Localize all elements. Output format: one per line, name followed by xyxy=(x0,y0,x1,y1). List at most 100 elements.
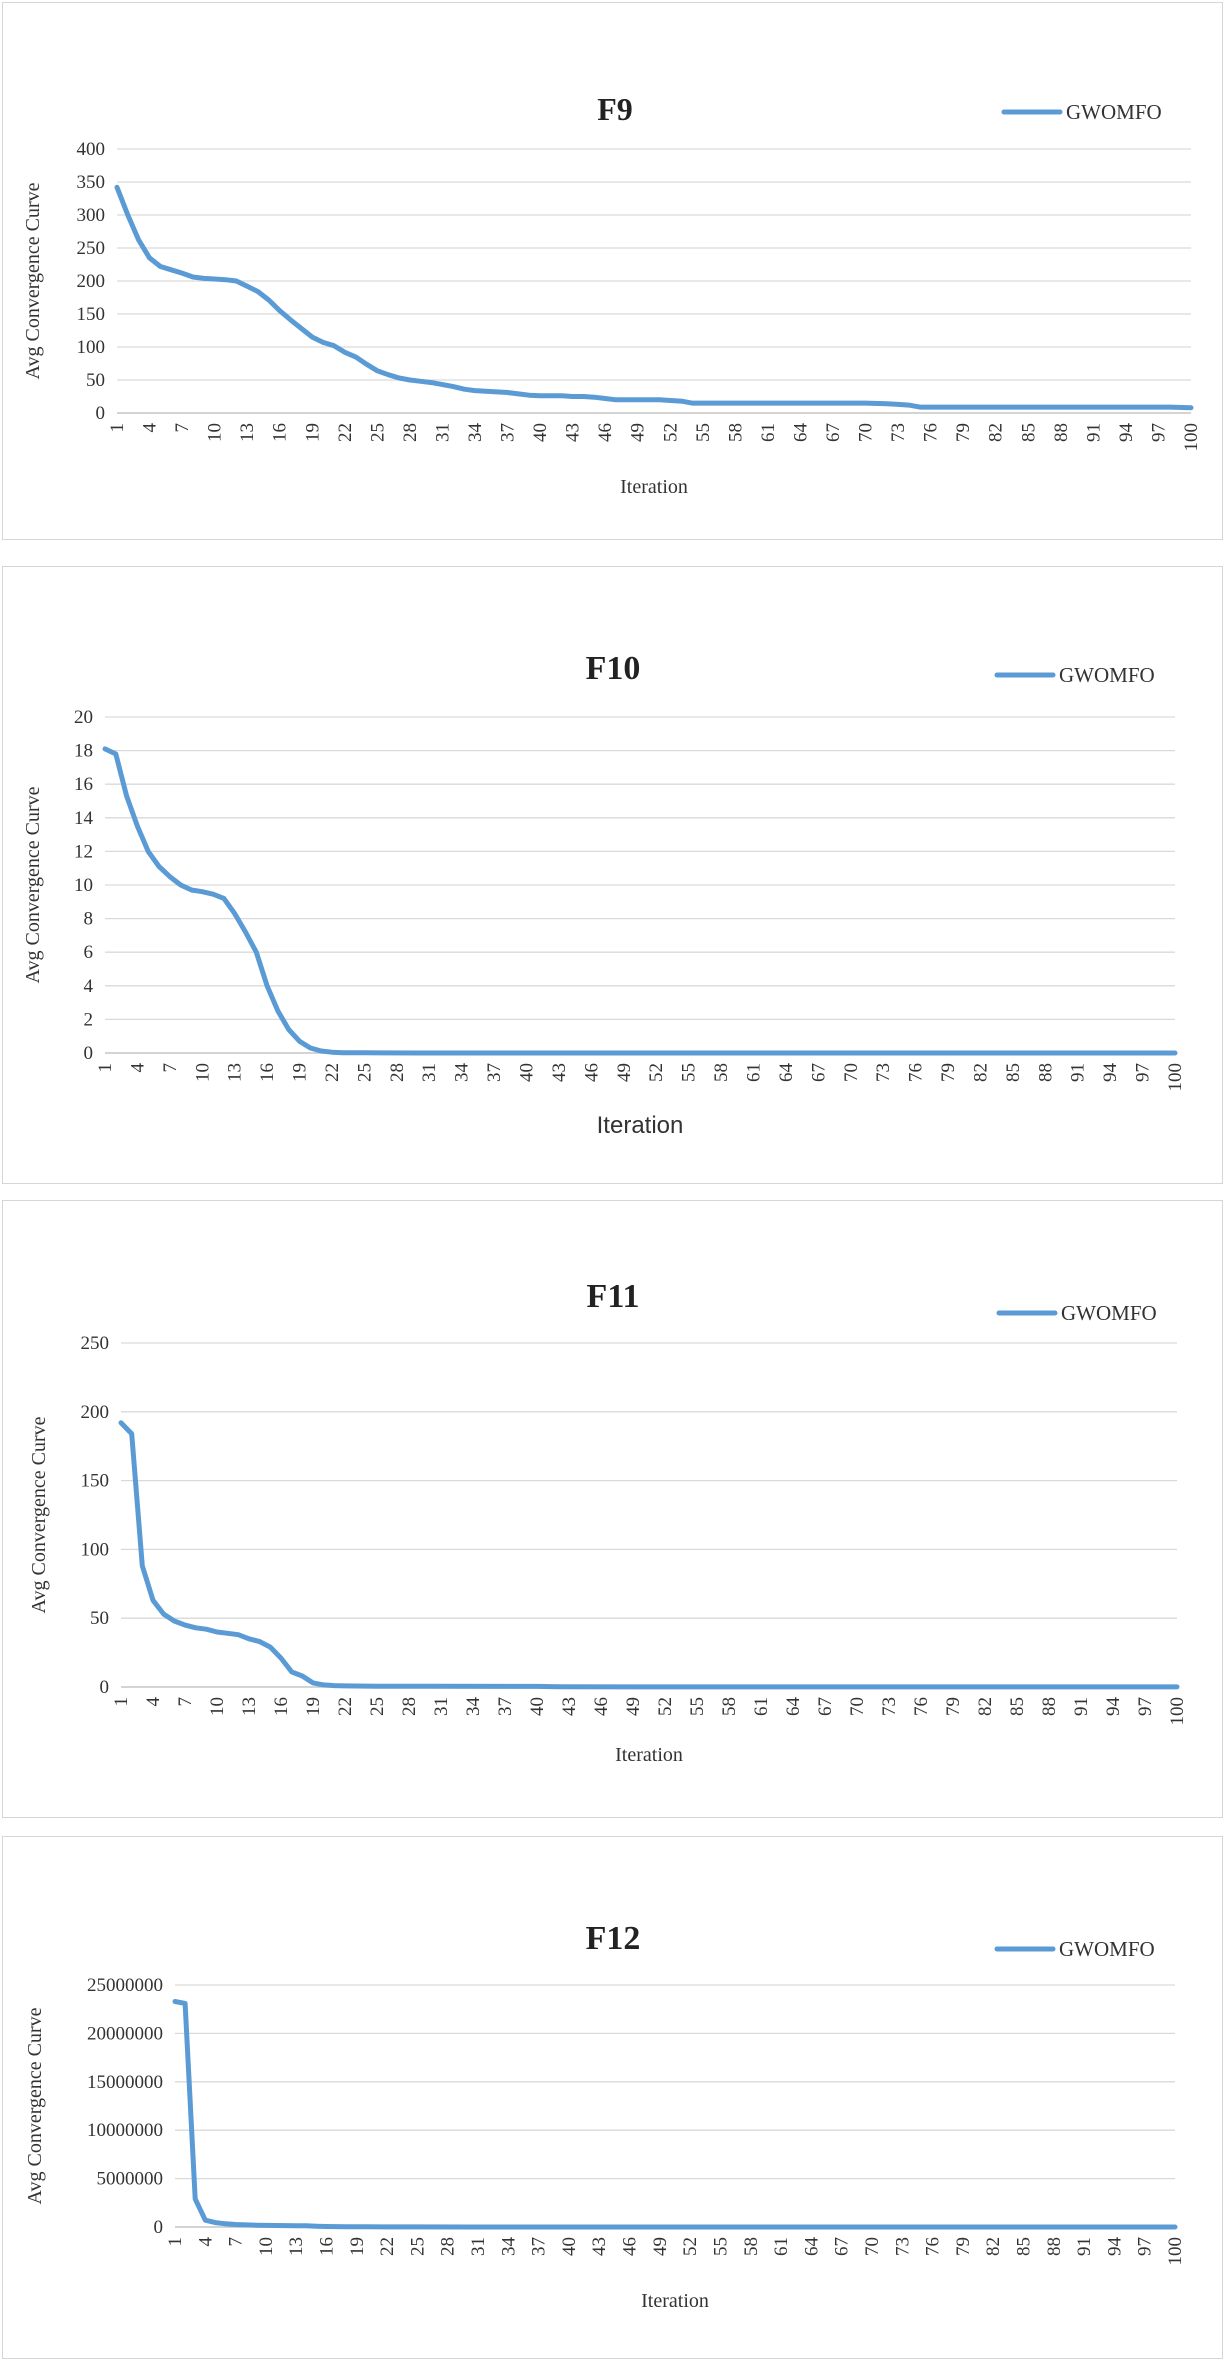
f10-x-tick-label: 67 xyxy=(808,1063,829,1082)
f12-x-tick-label: 97 xyxy=(1135,2237,1156,2256)
f12-x-tick-label: 94 xyxy=(1104,2237,1125,2257)
f11-x-axis-label: Iteration xyxy=(615,1744,683,1766)
f12-x-tick-label: 58 xyxy=(741,2237,762,2256)
f11-x-tick-label: 91 xyxy=(1071,1697,1092,1716)
f12-x-tick-label: 13 xyxy=(286,2237,307,2256)
f11-y-tick-label: 0 xyxy=(100,1677,110,1698)
f11-x-tick-label: 88 xyxy=(1039,1697,1060,1716)
f9-x-tick-label: 82 xyxy=(986,423,1007,442)
f10-x-tick-label: 10 xyxy=(192,1063,213,1082)
f9-x-tick-label: 34 xyxy=(465,423,486,443)
f10-y-tick-label: 4 xyxy=(84,976,94,997)
f9-x-tick-label: 13 xyxy=(237,423,258,442)
f9-y-axis-label: Avg Convergence Curve xyxy=(22,182,44,379)
f12-y-tick-label: 10000000 xyxy=(87,2120,163,2141)
f9-x-tick-label: 61 xyxy=(758,423,779,442)
f12-x-tick-label: 52 xyxy=(680,2237,701,2256)
f11-chart-title: F11 xyxy=(587,1278,640,1315)
f9-x-tick-label: 67 xyxy=(823,423,844,442)
f9-x-tick-label: 19 xyxy=(302,423,323,442)
f10-x-tick-label: 40 xyxy=(517,1063,538,1082)
f11-legend-label: GWOMFO xyxy=(1061,1301,1157,1325)
f10-x-tick-label: 1 xyxy=(95,1063,116,1073)
f12-x-tick-label: 64 xyxy=(801,2237,822,2257)
f12-x-tick-label: 37 xyxy=(529,2237,550,2256)
f10-x-tick-label: 25 xyxy=(354,1063,375,1082)
f10-y-tick-label: 12 xyxy=(74,841,93,862)
f12-chart-title: F12 xyxy=(586,1920,641,1957)
f10-x-tick-label: 61 xyxy=(743,1063,764,1082)
f10-x-tick-label: 49 xyxy=(614,1063,635,1082)
f9-x-tick-label: 10 xyxy=(205,423,226,442)
f11-x-tick-label: 46 xyxy=(591,1697,612,1716)
f9-x-tick-label: 79 xyxy=(953,423,974,442)
f12-x-tick-label: 91 xyxy=(1074,2237,1095,2256)
f10-y-tick-label: 0 xyxy=(84,1043,94,1064)
f10-x-tick-label: 13 xyxy=(225,1063,246,1082)
f11-x-tick-label: 79 xyxy=(943,1697,964,1716)
f9-x-tick-label: 88 xyxy=(1051,423,1072,442)
f9-x-axis-label: Iteration xyxy=(620,476,688,498)
f12-x-tick-label: 7 xyxy=(226,2237,247,2247)
f10-x-tick-label: 55 xyxy=(679,1063,700,1082)
chart-panel-f10: 0 2 4 6 8 10 12 14 16 18 20 1 4 7 10 13 16 19 22 25 28 31 34 37… xyxy=(2,566,1223,1184)
f9-chart-title: F9 xyxy=(597,91,633,127)
f12-y-tick-label: 20000000 xyxy=(87,2023,163,2044)
f10-x-tick-label: 91 xyxy=(1068,1063,1089,1082)
f12-x-tick-label: 43 xyxy=(589,2237,610,2256)
f11-x-tick-label: 1 xyxy=(111,1697,132,1707)
f10-x-axis-label: Iteration xyxy=(597,1112,684,1139)
f9-x-tick-label: 58 xyxy=(725,423,746,442)
f12-x-tick-label: 1 xyxy=(165,2237,186,2247)
f9-x-tick-label: 73 xyxy=(888,423,909,442)
f9-x-tick-label: 64 xyxy=(790,423,811,443)
chart-f11: 0 50 100 150 200 250 1 4 7 10 13 16 19 22 25 28 31 34 37 40… xyxy=(28,1278,1188,1766)
f10-y-axis-label: Avg Convergence Curve xyxy=(22,786,44,983)
f10-x-tick-label: 7 xyxy=(160,1063,181,1073)
f11-x-tick-label: 52 xyxy=(655,1697,676,1716)
f10-x-tick-label: 16 xyxy=(257,1063,278,1082)
f12-x-tick-label: 67 xyxy=(832,2237,853,2256)
f9-x-tick-label: 1 xyxy=(107,423,128,433)
f10-x-tick-label: 76 xyxy=(906,1063,927,1082)
f9-x-tick-label: 70 xyxy=(856,423,877,442)
f10-x-tick-label: 64 xyxy=(776,1063,797,1083)
f10-legend-label: GWOMFO xyxy=(1059,663,1155,687)
f11-y-axis-label: Avg Convergence Curve xyxy=(28,1416,50,1613)
f9-y-tick-label: 300 xyxy=(77,205,106,226)
f9-y-tick-label: 100 xyxy=(77,337,106,358)
f11-x-tick-label: 43 xyxy=(559,1697,580,1716)
f9-x-tick-label: 28 xyxy=(400,423,421,442)
f12-x-tick-label: 70 xyxy=(862,2237,883,2256)
f10-x-tick-label: 43 xyxy=(549,1063,570,1082)
f11-x-tick-label: 97 xyxy=(1135,1697,1156,1716)
f9-x-tick-label: 94 xyxy=(1116,423,1137,443)
f11-x-tick-label: 82 xyxy=(975,1697,996,1716)
f9-x-tick-label: 91 xyxy=(1083,423,1104,442)
f12-series-line-gwomfo xyxy=(172,1999,1178,2230)
f9-y-tick-label: 400 xyxy=(77,139,106,160)
f11-y-tick-label: 100 xyxy=(81,1539,110,1560)
f12-x-tick-label: 88 xyxy=(1044,2237,1065,2256)
f12-y-tick-label: 0 xyxy=(154,2217,164,2238)
f12-x-tick-label: 22 xyxy=(377,2237,398,2256)
f11-x-tick-label: 25 xyxy=(367,1697,388,1716)
f11-x-tick-label: 10 xyxy=(207,1697,228,1716)
f12-x-tick-label: 28 xyxy=(438,2237,459,2256)
f12-x-tick-label: 31 xyxy=(468,2237,489,2256)
f10-y-tick-label: 18 xyxy=(74,741,93,762)
f11-x-tick-label: 100 xyxy=(1167,1697,1188,1726)
f11-x-tick-label: 70 xyxy=(847,1697,868,1716)
f10-x-tick-label: 52 xyxy=(646,1063,667,1082)
f9-y-tick-label: 350 xyxy=(77,172,106,193)
f10-y-tick-label: 14 xyxy=(74,808,94,829)
f11-x-tick-label: 64 xyxy=(783,1697,804,1717)
f11-x-tick-label: 94 xyxy=(1103,1697,1124,1717)
f11-x-tick-label: 67 xyxy=(815,1697,836,1716)
f11-series-line-gwomfo xyxy=(118,1420,1180,1690)
f12-x-tick-label: 55 xyxy=(710,2237,731,2256)
f12-x-tick-label: 100 xyxy=(1165,2237,1186,2266)
f11-x-tick-label: 13 xyxy=(239,1697,260,1716)
f9-x-tick-label: 85 xyxy=(1018,423,1039,442)
f9-x-tick-label: 43 xyxy=(563,423,584,442)
